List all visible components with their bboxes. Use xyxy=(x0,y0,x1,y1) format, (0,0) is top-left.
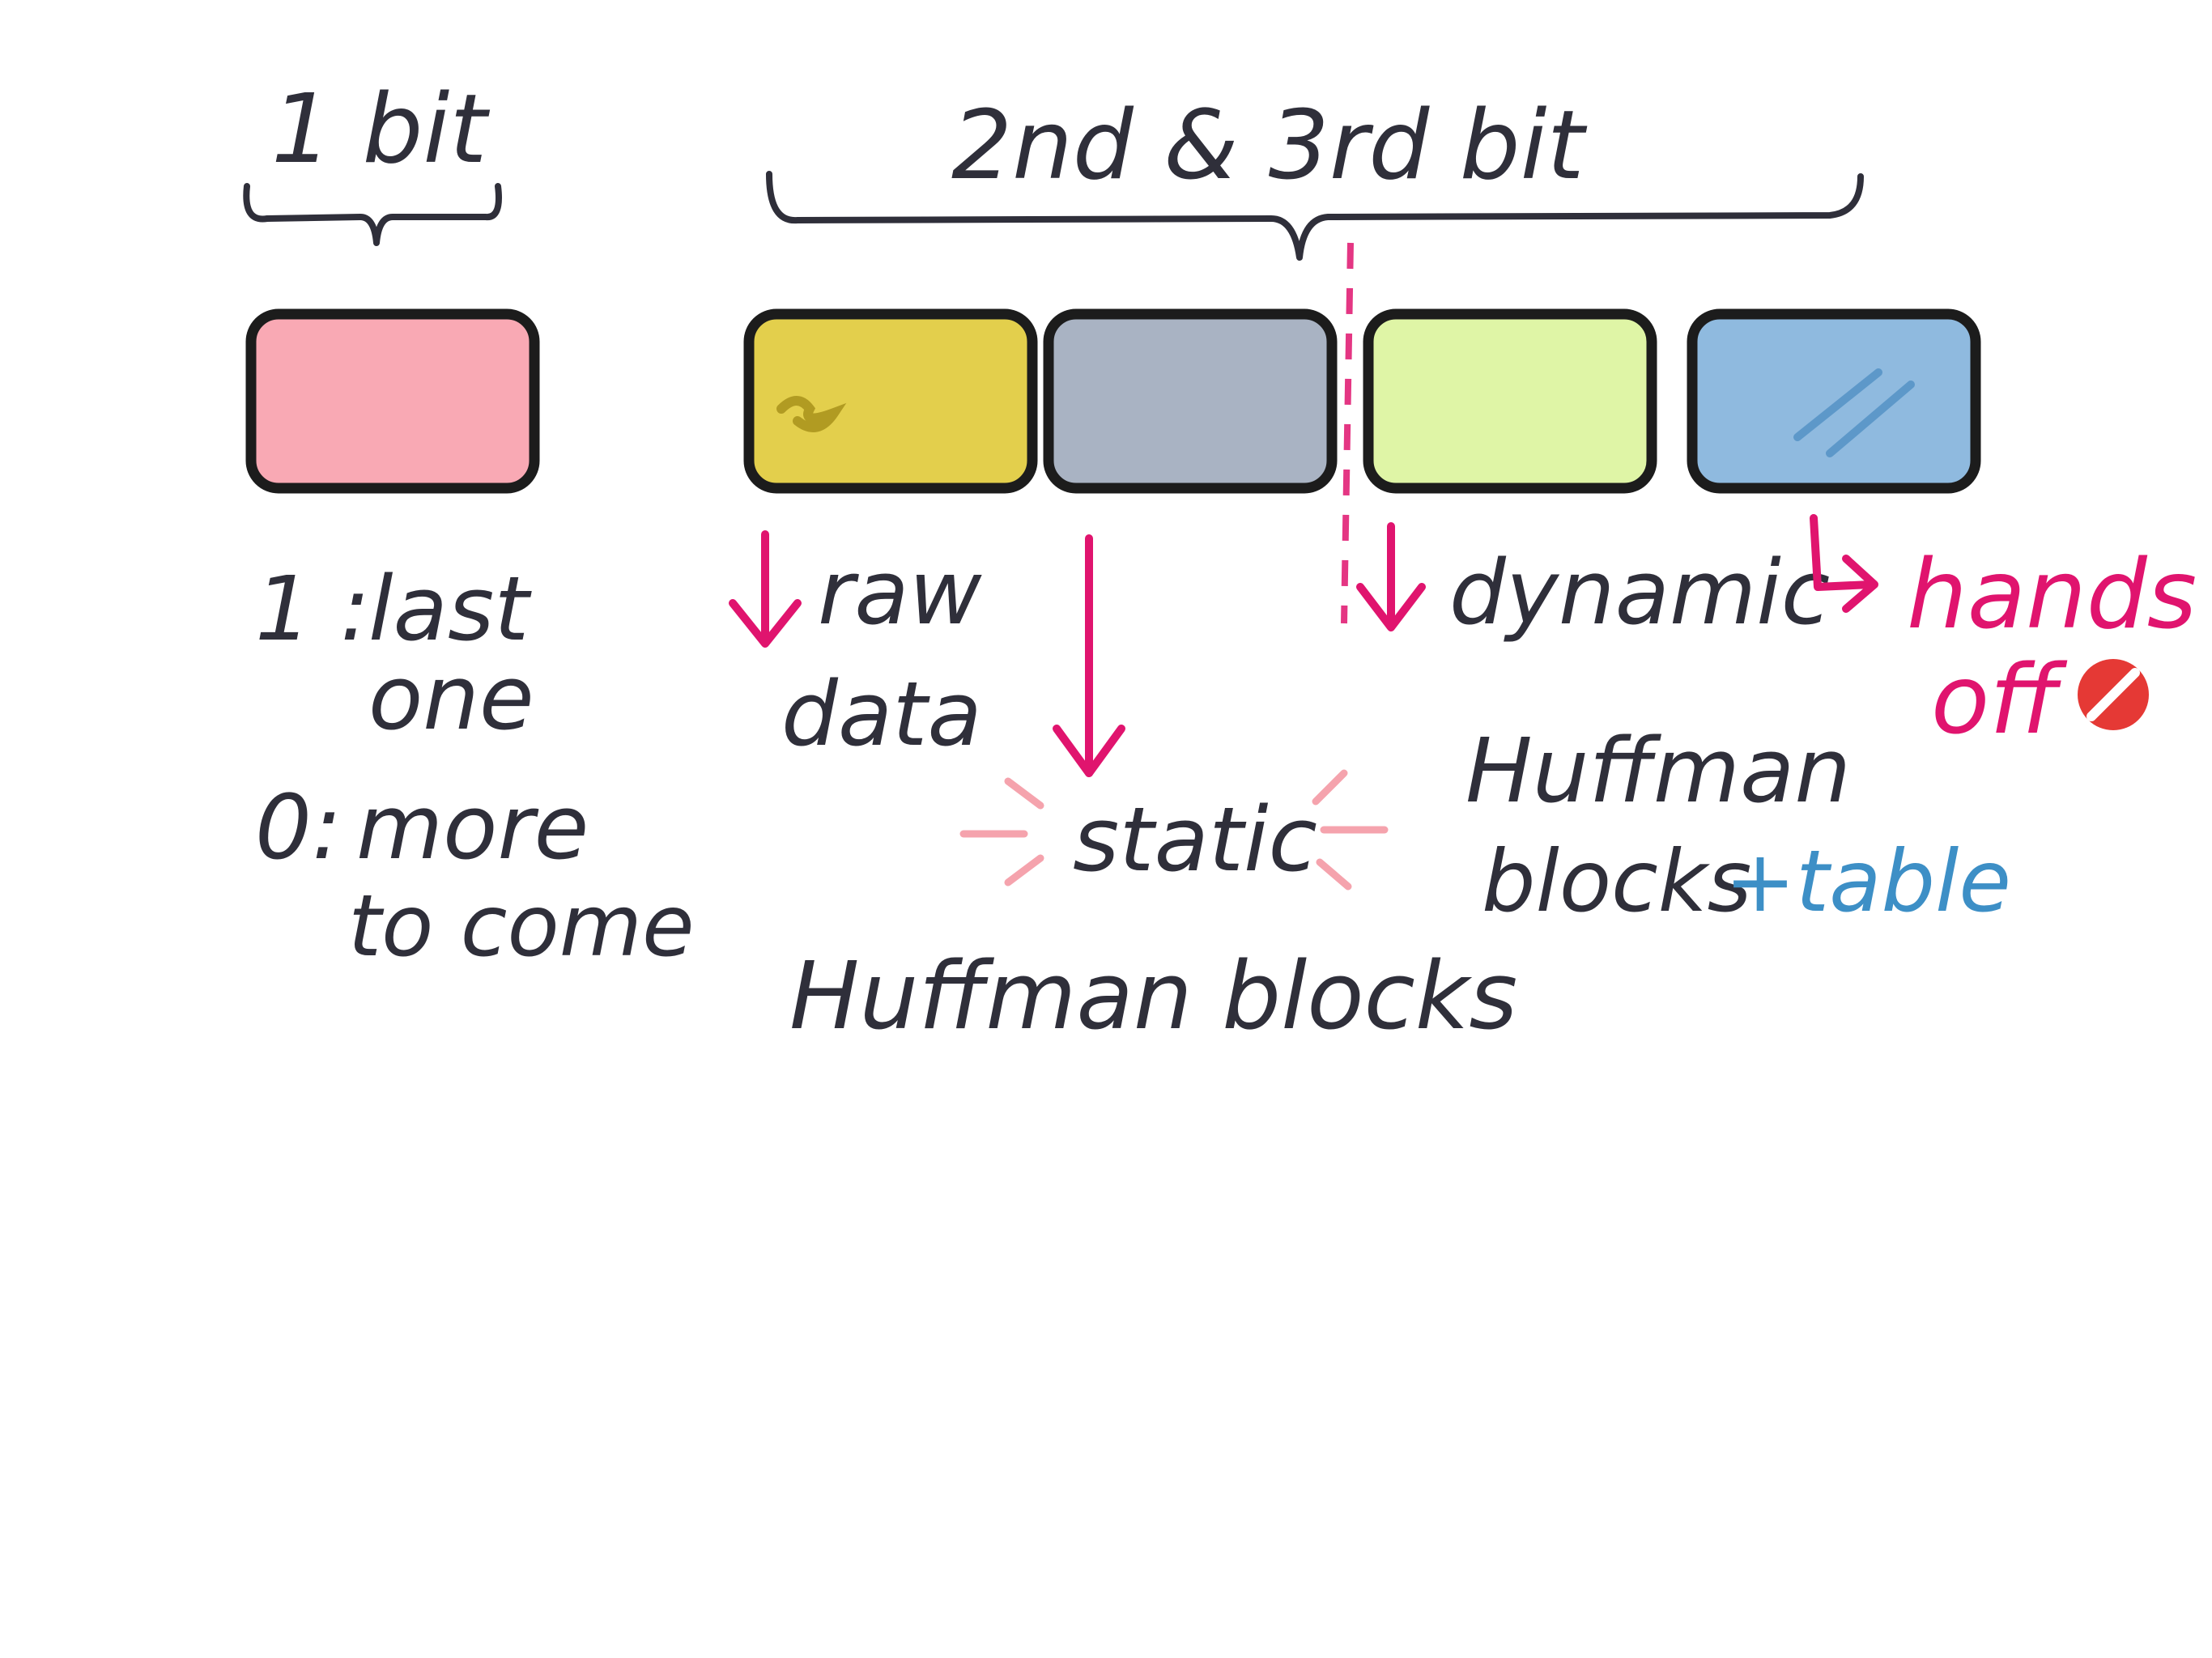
bit1-block xyxy=(245,308,540,494)
last-one-key: 1 : xyxy=(255,557,370,661)
bits-2-3-label: 2nd & 3rd bit xyxy=(951,89,1587,201)
dashed-divider xyxy=(1341,242,1354,624)
no-entry-icon xyxy=(2078,659,2149,730)
dynamic-table-label: +table xyxy=(1725,832,2011,931)
more-key: 0: xyxy=(255,776,342,879)
hatch-mark xyxy=(1793,368,1915,457)
dynamic-huffman-label: Huffman xyxy=(1465,719,1851,823)
last-one-label-2: one xyxy=(368,646,534,750)
static-huffman-block xyxy=(1043,308,1338,494)
reserved-block xyxy=(1687,308,1981,494)
dynamic-huffman-block xyxy=(1363,308,1657,494)
first-bit-brace xyxy=(243,183,502,246)
hands-off-arrow xyxy=(1810,514,1878,613)
blocks-row xyxy=(245,308,1981,494)
more-label-2: to come xyxy=(348,877,695,976)
last-one-label: last xyxy=(368,557,532,661)
raw-data-label-2: data xyxy=(781,662,982,766)
static-label: static xyxy=(1073,788,1317,891)
hands-off-label-2: off xyxy=(1931,644,2068,755)
raw-data-block xyxy=(743,308,1038,494)
scribble-mark xyxy=(776,396,847,432)
raw-data-label: raw xyxy=(818,541,983,644)
bits-2-3-brace xyxy=(766,171,1864,261)
static-huffman-label: Huffman blocks xyxy=(789,942,1517,1051)
more-label: more xyxy=(356,776,589,879)
raw-data-arrow xyxy=(729,530,802,648)
dynamic-label: dynamic xyxy=(1449,541,1830,644)
sparkle-decoration xyxy=(959,769,1389,891)
hands-off-label: hands xyxy=(1907,538,2197,650)
dynamic-arrow xyxy=(1356,522,1426,631)
dynamic-blocks-label: blocks xyxy=(1482,832,1751,931)
first-bit-label: 1 bit xyxy=(271,73,490,185)
static-arrow xyxy=(1053,534,1125,777)
